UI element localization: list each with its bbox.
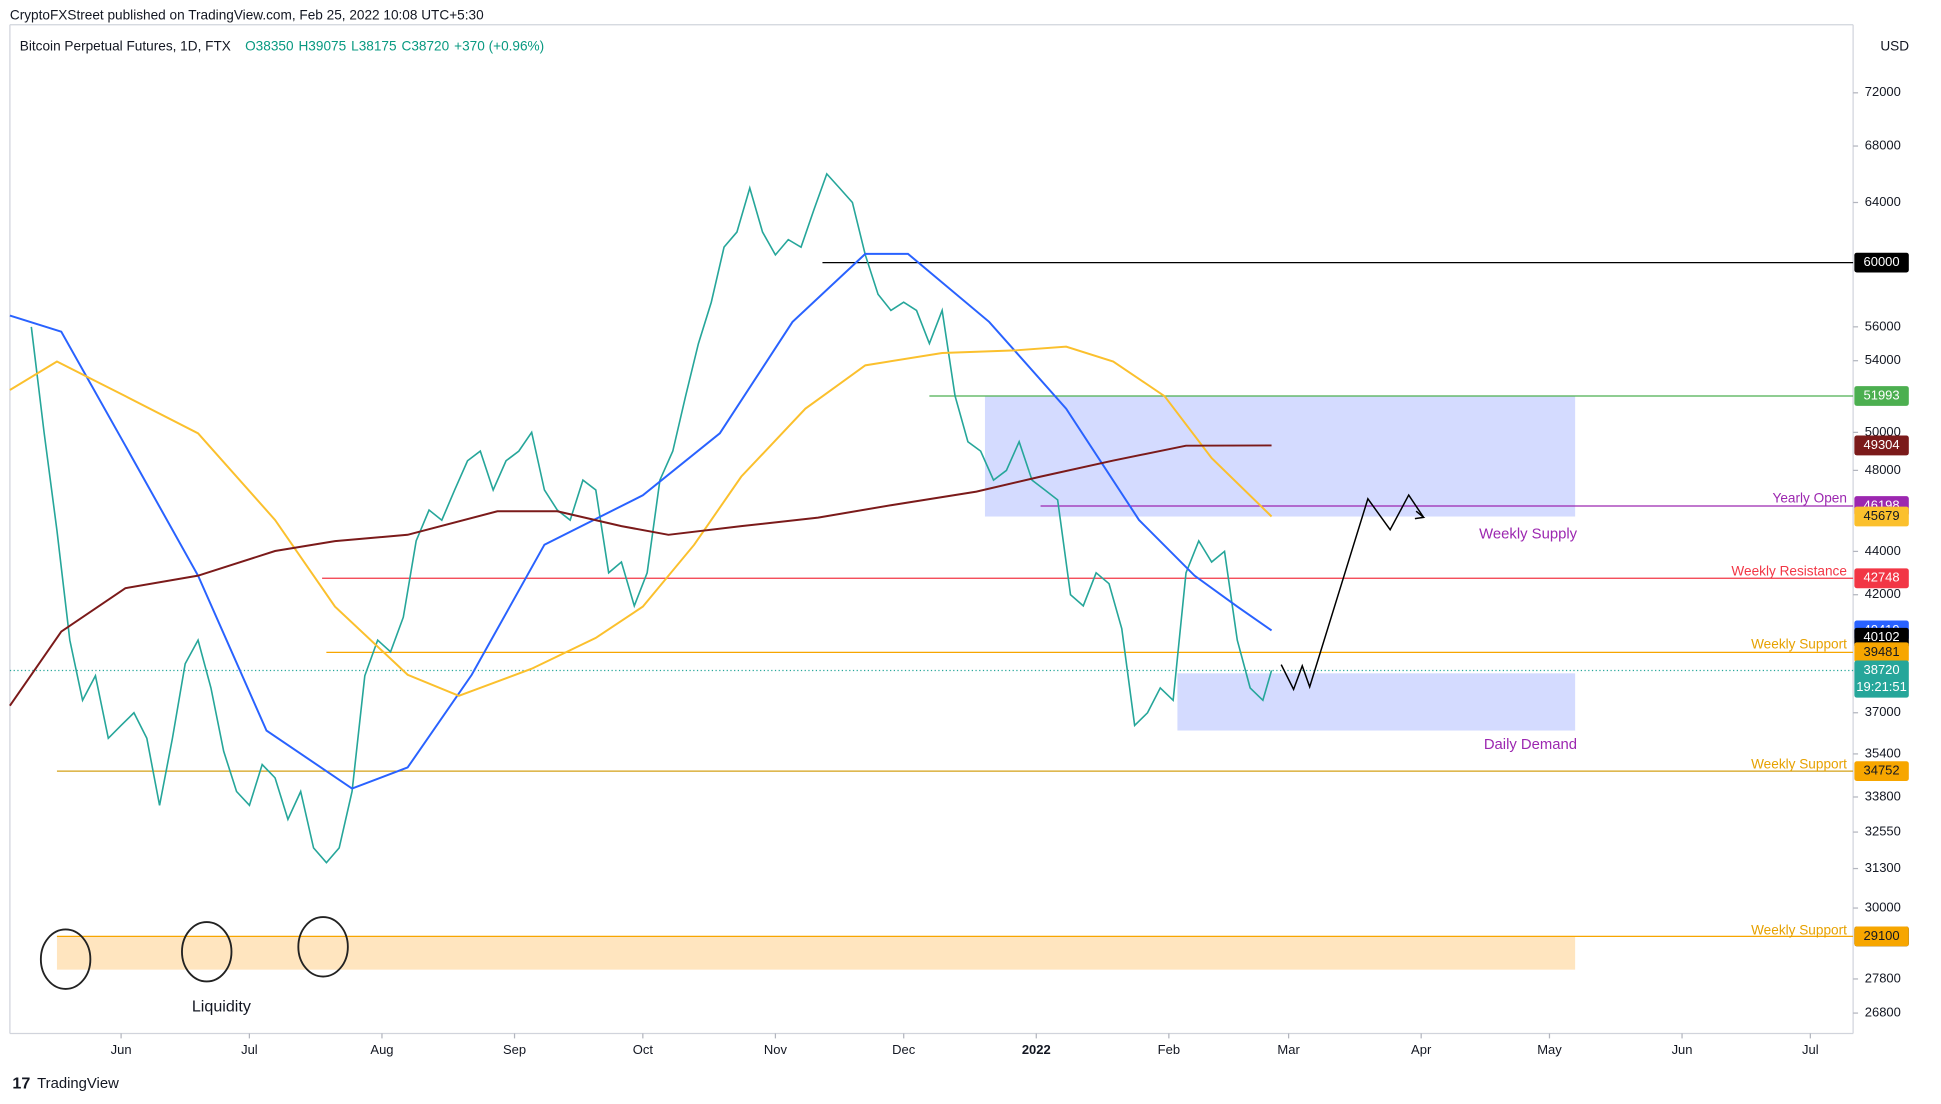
zone bbox=[984, 395, 1576, 517]
y-tick-label: 50000 bbox=[1865, 424, 1901, 439]
price-label-box bbox=[1854, 660, 1909, 698]
y-tick-label: 42000 bbox=[1865, 586, 1901, 601]
logo: 17 bbox=[12, 1074, 30, 1092]
x-tick-label: Apr bbox=[1411, 1042, 1432, 1057]
y-tick-label: 31300 bbox=[1865, 860, 1901, 875]
currency: USD bbox=[1880, 39, 1909, 54]
price-label: 45679 bbox=[1864, 508, 1900, 523]
y-tick-label: 35400 bbox=[1865, 745, 1901, 760]
projection bbox=[1280, 493, 1426, 692]
y-tick-label: 33800 bbox=[1865, 788, 1901, 803]
ohlc-value: H39075 bbox=[298, 39, 346, 54]
y-tick-label: 26800 bbox=[1865, 1005, 1901, 1020]
annotation: Yearly Open bbox=[1773, 490, 1847, 505]
price-label-box bbox=[1854, 642, 1909, 663]
circle bbox=[297, 916, 349, 978]
price-label-box bbox=[1854, 568, 1909, 589]
x-tick-label: Sep bbox=[503, 1042, 526, 1057]
price-label-box bbox=[1854, 252, 1909, 273]
price-label-box bbox=[1854, 386, 1909, 406]
x-tick-label: Nov bbox=[764, 1042, 788, 1057]
x-tick-label: Oct bbox=[633, 1042, 654, 1057]
annotation: Weekly Supply bbox=[1479, 527, 1577, 543]
ohlc-value: C38720 bbox=[402, 39, 450, 54]
circle bbox=[39, 928, 92, 990]
price-label: 40102 bbox=[1864, 629, 1900, 644]
x-tick-label: Feb bbox=[1158, 1042, 1180, 1057]
price-label: 34752 bbox=[1864, 763, 1900, 778]
y-tick-label: 48000 bbox=[1865, 462, 1901, 477]
y-tick-label: 30000 bbox=[1865, 899, 1901, 914]
x-tick-label: Mar bbox=[1277, 1042, 1300, 1057]
y-tick-label: 27800 bbox=[1865, 970, 1901, 985]
y-tick-label: 32550 bbox=[1865, 824, 1901, 839]
header: CryptoFXStreet published on TradingView.… bbox=[10, 8, 484, 23]
moving-average bbox=[9, 345, 1273, 697]
y-tick-label: 37000 bbox=[1865, 704, 1901, 719]
annotation: Weekly Support bbox=[1751, 636, 1847, 651]
ohlc-value: +370 (+0.96%) bbox=[454, 39, 544, 54]
price-label: 51993 bbox=[1864, 387, 1900, 402]
price-label: 39481 bbox=[1864, 644, 1900, 659]
countdown: 19:21:51 bbox=[1856, 679, 1907, 694]
circle bbox=[181, 921, 233, 983]
price-label: 42748 bbox=[1864, 570, 1900, 585]
price-label: 60000 bbox=[1864, 254, 1900, 269]
x-tick-label: Dec bbox=[892, 1042, 916, 1057]
price-label-box bbox=[1854, 761, 1909, 782]
x-tick-label: Jun bbox=[1672, 1042, 1693, 1057]
annotation: Weekly Resistance bbox=[1731, 563, 1846, 578]
price-label: 29100 bbox=[1864, 928, 1900, 943]
x-tick-label: Aug bbox=[370, 1042, 393, 1057]
annotation: Weekly Support bbox=[1751, 756, 1847, 771]
price-label-box bbox=[1854, 435, 1909, 456]
footer: TradingView bbox=[37, 1076, 119, 1092]
y-tick-label: 72000 bbox=[1865, 84, 1901, 99]
annotation: Weekly Support bbox=[1751, 922, 1847, 937]
x-tick-label: 2022 bbox=[1022, 1042, 1051, 1057]
ohlc-value: L38175 bbox=[351, 39, 396, 54]
ohlc-value: O38350 bbox=[245, 39, 294, 54]
x-tick-label: Jun bbox=[111, 1042, 132, 1057]
moving-average bbox=[9, 444, 1272, 707]
annotation: Liquidity bbox=[192, 998, 251, 1016]
zone bbox=[1177, 673, 1576, 731]
chart-title: Bitcoin Perpetual Futures, 1D, FTX bbox=[20, 39, 231, 54]
price-label: 38720 bbox=[1864, 662, 1900, 677]
annotation: Daily Demand bbox=[1484, 737, 1577, 753]
price-line bbox=[30, 172, 1273, 864]
y-tick-label: 44000 bbox=[1865, 543, 1901, 558]
moving-average bbox=[9, 252, 1273, 790]
y-tick-label: 56000 bbox=[1865, 318, 1901, 333]
zone bbox=[56, 936, 1576, 970]
ohlc: O38350 H39075 L38175 C38720 +370 (+0.96%) bbox=[245, 39, 544, 54]
x-tick-label: Jul bbox=[1802, 1042, 1819, 1057]
x-tick-label: Jul bbox=[241, 1042, 258, 1057]
y-tick-label: 64000 bbox=[1865, 194, 1901, 209]
x-tick-label: May bbox=[1537, 1042, 1562, 1057]
y-tick-label: 54000 bbox=[1865, 352, 1901, 367]
price-label-box bbox=[1854, 506, 1909, 527]
price-label-box bbox=[1854, 926, 1909, 947]
price-label: 49304 bbox=[1864, 437, 1900, 452]
y-tick-label: 68000 bbox=[1865, 137, 1901, 152]
